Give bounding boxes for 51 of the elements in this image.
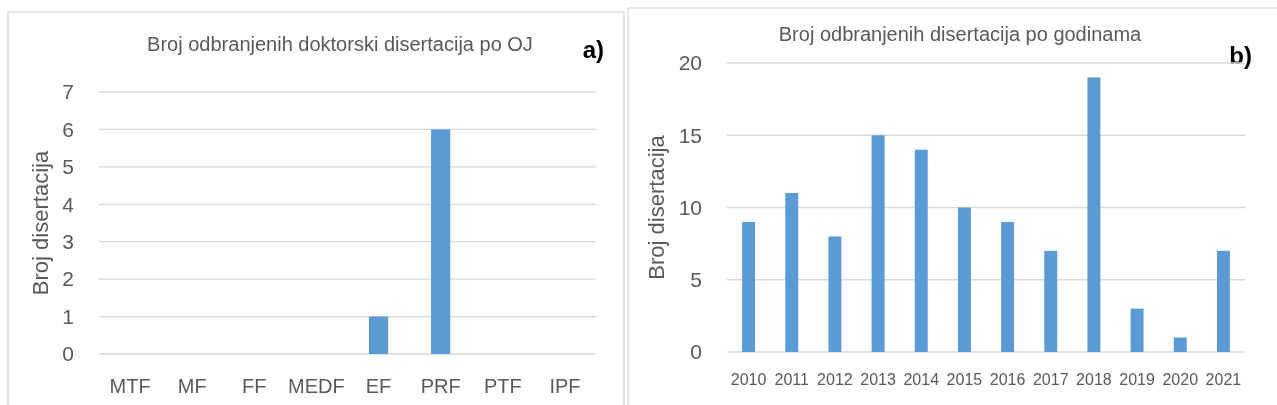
x-tick-label: MTF	[109, 375, 151, 397]
x-tick-label: MF	[177, 375, 207, 397]
y-tick-label: 10	[678, 195, 702, 219]
bar	[957, 207, 971, 352]
y-axis-title: Broj disertacija	[643, 134, 669, 280]
x-tick-label: MEDF	[288, 375, 345, 397]
bar	[742, 221, 756, 352]
bar	[914, 149, 928, 352]
bar	[1216, 250, 1230, 352]
x-tick-label: 2013	[860, 371, 896, 388]
y-tick-label: 0	[62, 342, 74, 366]
y-tick-label: 5	[690, 268, 702, 292]
x-tick-label: 2011	[774, 371, 810, 388]
y-tick-label: 3	[62, 230, 74, 254]
x-tick-label: 2014	[903, 371, 940, 388]
bar	[1173, 337, 1187, 352]
x-tick-label: 2015	[946, 371, 983, 388]
y-tick-label: 4	[62, 192, 75, 216]
bar	[871, 135, 885, 352]
x-tick-label: PTF	[483, 375, 522, 397]
y-tick-label: 5	[62, 155, 74, 179]
x-tick-label: IPF	[549, 375, 581, 397]
x-tick-label: 2017	[1032, 371, 1069, 388]
bar	[1001, 221, 1015, 352]
chart-title: Broj odbranjenih disertacija po godinama	[778, 23, 1143, 45]
bar	[1130, 308, 1144, 352]
bar	[828, 236, 842, 352]
y-tick-label: 20	[678, 51, 702, 75]
x-tick-label: 2019	[1119, 371, 1155, 388]
y-tick-label: 6	[62, 117, 74, 141]
x-tick-label: EF	[365, 375, 392, 397]
x-tick-label: PRF	[420, 375, 461, 397]
bar	[1087, 77, 1101, 352]
y-tick-label: 0	[690, 340, 702, 364]
y-axis-title: Broj disertacija	[27, 150, 53, 296]
x-tick-label: 2012	[817, 371, 853, 388]
y-tick-label: 15	[678, 123, 702, 147]
x-tick-label: 2021	[1205, 371, 1242, 388]
y-tick-label: 7	[62, 80, 74, 104]
chart-title: Broj odbranjenih doktorski disertacija po OJ	[147, 33, 533, 55]
y-tick-label: 2	[62, 267, 74, 291]
bar	[785, 193, 799, 352]
x-tick-label: 2020	[1162, 371, 1199, 388]
y-tick-label: 1	[62, 304, 74, 328]
bar	[1044, 250, 1058, 352]
text: a)	[582, 36, 604, 63]
x-tick-label: 2018	[1076, 371, 1112, 388]
x-tick-label: FF	[242, 375, 267, 397]
x-tick-label: 2016	[989, 371, 1026, 388]
x-tick-label: 2010	[730, 371, 767, 388]
annotation: b)	[1229, 42, 1252, 69]
